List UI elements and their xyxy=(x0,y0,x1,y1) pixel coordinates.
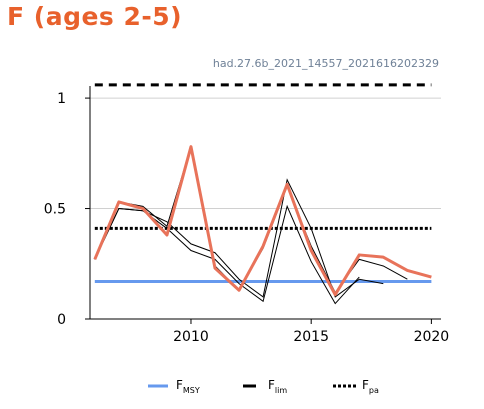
legend-fmsy-label: FMSY xyxy=(176,378,200,395)
grid-lines xyxy=(90,97,441,210)
x-tick-label: 2020 xyxy=(414,329,450,345)
y-tick-label: 1 xyxy=(57,91,66,107)
x-tick-label: 2010 xyxy=(173,329,209,345)
axes: 0 0.5 1 2010 2015 2020 xyxy=(44,86,449,345)
reference-lines xyxy=(94,83,432,283)
page-title: F (ages 2-5) xyxy=(7,2,183,31)
y-tick-label: 0.5 xyxy=(44,202,66,218)
x-tick-label: 2015 xyxy=(293,329,329,345)
retro-line xyxy=(94,204,360,305)
chart-subtitle: had.27.6b_2021_14557_2021616202329 xyxy=(212,57,439,70)
legend-flim-label: Flim xyxy=(268,378,287,395)
series-lines xyxy=(93,145,432,305)
y-tick-label: 0 xyxy=(57,312,66,328)
retro-line xyxy=(94,178,384,298)
estimate-line xyxy=(93,145,432,297)
legend: FMSY Flim Fpa xyxy=(148,378,379,395)
legend-fpa-label: Fpa xyxy=(362,378,379,395)
